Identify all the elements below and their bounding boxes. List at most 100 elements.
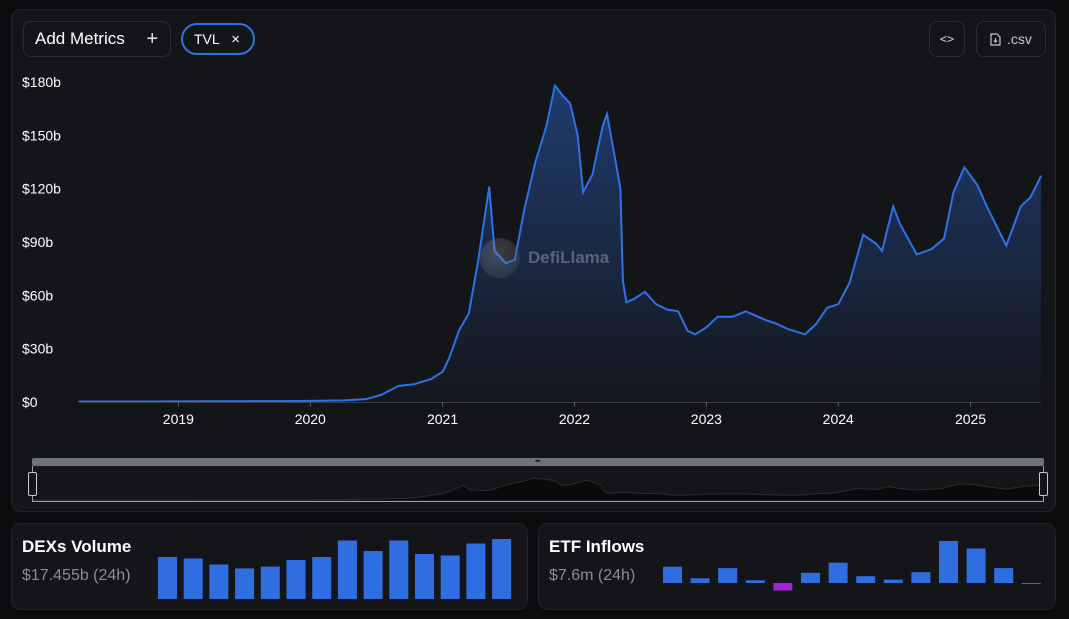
tvl-data-point [505, 262, 507, 265]
range-brush[interactable]: ▪▪▪ [28, 458, 1048, 504]
x-tick-label: 2019 [163, 411, 194, 427]
etf-inflows-bar-chart [663, 541, 1041, 591]
bar[interactable] [718, 568, 738, 583]
tvl-data-point [787, 328, 789, 330]
y-tick-label: $90b [22, 234, 53, 250]
x-tick-label: 2022 [559, 411, 590, 427]
bar[interactable] [801, 572, 820, 583]
tvl-data-point [514, 259, 516, 261]
close-icon[interactable]: × [231, 30, 240, 48]
x-tick-label: 2021 [427, 411, 458, 427]
bar[interactable] [209, 564, 229, 600]
bar[interactable] [466, 543, 486, 600]
brush-right-handle[interactable] [1039, 472, 1048, 496]
tvl-data-point [875, 243, 877, 245]
brush-track[interactable]: ▪▪▪ [32, 458, 1044, 466]
defillama-watermark: DefiLlama [480, 238, 609, 278]
tvl-data-point [1029, 196, 1031, 199]
bar[interactable] [773, 583, 793, 591]
tvl-data-point [881, 250, 883, 252]
tvl-data-point [397, 385, 400, 387]
tvl-data-point [448, 356, 451, 359]
tvl-data-point [731, 315, 734, 318]
tvl-data-point [477, 259, 480, 261]
bar[interactable] [663, 566, 682, 583]
tvl-data-point [569, 102, 571, 105]
download-csv-button[interactable]: .csv [976, 21, 1046, 57]
tvl-data-point [534, 161, 537, 163]
tvl-data-point [606, 113, 608, 115]
bar[interactable] [337, 540, 357, 600]
bar[interactable] [939, 541, 958, 583]
add-metrics-button[interactable]: Add Metrics + [23, 21, 171, 57]
tvl-data-point [582, 191, 584, 193]
tvl-data-point [655, 303, 657, 306]
tvl-metric-label: TVL [194, 31, 220, 47]
bar[interactable] [235, 568, 255, 599]
bar[interactable] [994, 568, 1014, 583]
bar[interactable] [389, 540, 409, 600]
bar[interactable] [492, 539, 512, 599]
tvl-data-point [276, 400, 278, 402]
tvl-data-point [210, 400, 212, 403]
tvl-data-point [963, 166, 966, 169]
dex-volume-bar-chart [158, 539, 512, 600]
x-tick-label: 2023 [691, 411, 722, 427]
add-metrics-label: Add Metrics [35, 29, 125, 48]
dex-volume-card[interactable]: DEXs Volume $17.455b (24h) [11, 523, 528, 610]
tvl-metric-pill[interactable]: TVL × [181, 23, 255, 55]
tvl-data-point [930, 248, 933, 250]
bar[interactable] [883, 579, 903, 583]
tvl-data-point [458, 330, 460, 332]
code-icon: <> [939, 32, 955, 46]
dex-volume-value: $17.455b (24h) [22, 567, 131, 584]
bar[interactable] [966, 548, 986, 584]
bar[interactable] [911, 572, 931, 583]
etf-inflows-title: ETF Inflows [549, 537, 645, 556]
tvl-data-point [745, 310, 747, 313]
brush-left-handle[interactable] [28, 472, 37, 496]
download-file-icon [990, 32, 1001, 46]
tvl-data-point [468, 312, 470, 314]
bar[interactable] [828, 562, 848, 583]
tvl-data-point [576, 134, 579, 137]
bar[interactable] [440, 555, 460, 600]
dex-volume-title: DEXs Volume [22, 537, 132, 556]
watermark-text: DefiLlama [528, 248, 610, 267]
plus-icon: + [146, 28, 158, 50]
tvl-series-line [79, 83, 1042, 403]
bar[interactable] [745, 580, 765, 583]
embed-button[interactable]: <> [929, 21, 965, 57]
bar[interactable] [415, 554, 434, 599]
y-tick-label: $30b [22, 341, 53, 357]
y-tick-label: $60b [22, 287, 53, 303]
tvl-data-point [364, 398, 367, 401]
bar[interactable] [856, 576, 876, 583]
bar[interactable] [1021, 583, 1041, 584]
bar[interactable] [286, 560, 306, 599]
bar[interactable] [312, 557, 332, 599]
csv-label: .csv [1007, 31, 1032, 47]
bar[interactable] [183, 558, 203, 600]
etf-inflows-card[interactable]: ETF Inflows $7.6m (24h) [538, 523, 1056, 610]
bar[interactable] [158, 557, 177, 599]
x-tick-label: 2025 [955, 411, 986, 427]
bar[interactable] [363, 551, 383, 599]
tvl-chart-panel: Add Metrics + TVL × <> .csv $0 $30b $60b $9… [11, 9, 1056, 512]
tvl-data-point [78, 400, 80, 403]
tvl-data-point [413, 383, 416, 386]
tvl-data-point [826, 307, 828, 309]
bar[interactable] [260, 566, 280, 599]
tvl-data-point [848, 282, 851, 284]
tvl-data-point [144, 400, 146, 403]
brush-grip-icon[interactable]: ▪▪▪ [535, 458, 541, 465]
llama-logo-icon [480, 238, 520, 278]
tvl-data-point [1020, 205, 1022, 208]
x-tick-label: 2020 [295, 411, 326, 427]
tvl-data-point [601, 125, 604, 128]
tvl-data-point [614, 161, 617, 163]
bar[interactable] [690, 578, 710, 583]
tvl-data-point [342, 399, 345, 402]
brush-window[interactable] [32, 466, 1044, 502]
tvl-data-point [523, 209, 525, 211]
